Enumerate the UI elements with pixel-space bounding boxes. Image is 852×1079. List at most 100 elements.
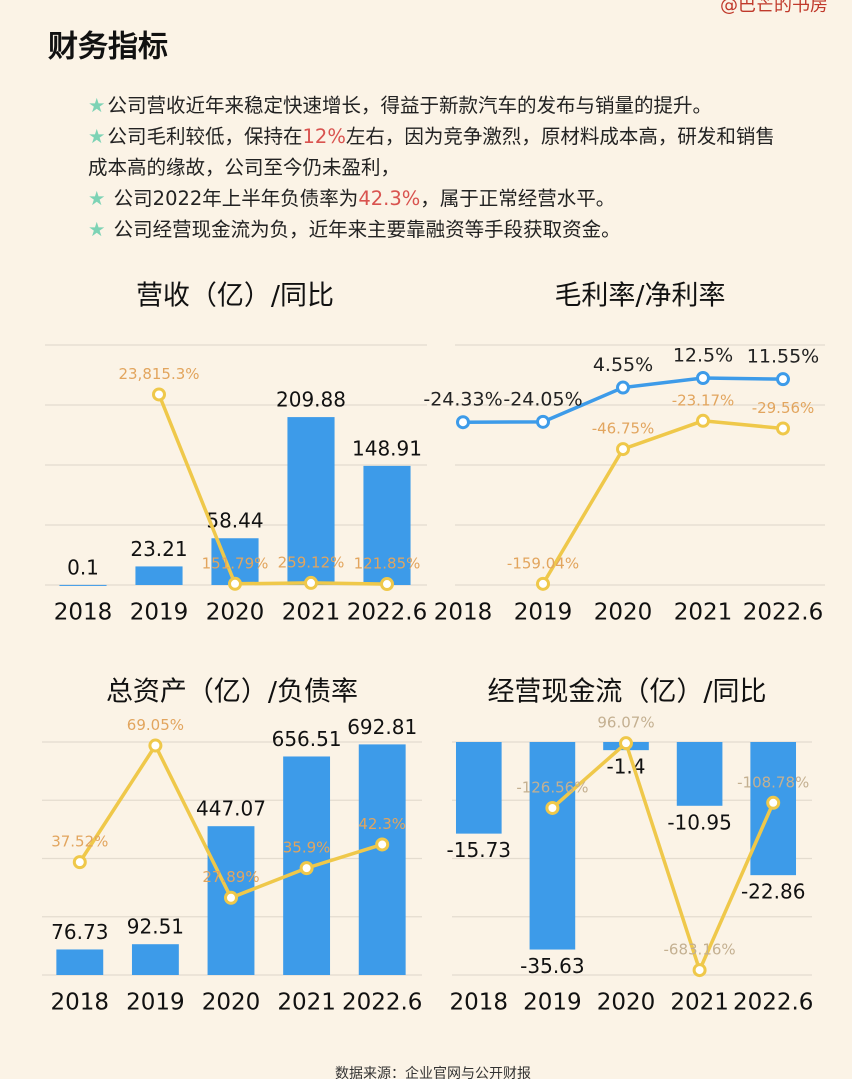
chart-title: 经营现金流（亿）/同比	[487, 677, 766, 708]
bar-label: 92.51	[127, 915, 184, 939]
line-point	[375, 837, 390, 852]
line-point	[619, 736, 633, 751]
point-label: 11.55%	[747, 346, 819, 368]
x-tick-label: 2019	[523, 990, 582, 1016]
line-point	[545, 800, 560, 815]
bar	[287, 417, 335, 585]
bullet-text: 12%	[302, 125, 346, 148]
point-label: 259.12%	[278, 553, 345, 571]
x-tick-label: 2018	[51, 990, 110, 1016]
point-label: 121.85%	[354, 555, 421, 573]
line-point	[696, 371, 710, 385]
bar	[676, 742, 723, 806]
bar-label: 692.81	[347, 715, 417, 739]
line	[551, 740, 775, 976]
page-title: 财务指标	[48, 30, 168, 65]
line-point	[536, 576, 550, 591]
x-tick-label: 2021	[670, 990, 729, 1016]
bar-label: 0.1	[67, 555, 99, 579]
line-point	[616, 380, 630, 395]
x-tick-label: 2020	[202, 990, 261, 1016]
bar	[358, 744, 406, 975]
x-tick-label: 2022.6	[733, 990, 813, 1016]
x-tick-label: 2021	[674, 600, 733, 626]
point-label: -23.17%	[672, 391, 735, 409]
x-tick-label: 2020	[206, 600, 265, 626]
bar-label: 656.51	[272, 727, 342, 751]
x-tick-label: 2018	[450, 990, 509, 1016]
line-point	[692, 963, 707, 978]
bullet-list: ★ 公司营收近年来稳定快速增长，得益于新款汽车的发布与销量的提升。 ★ 公司毛利较低，…	[88, 90, 788, 245]
point-label: -24.33%	[423, 389, 502, 411]
point-label: 4.55%	[593, 354, 653, 376]
x-tick-label: 2019	[130, 600, 189, 626]
point-label: -46.75%	[592, 420, 655, 438]
line-point	[696, 413, 710, 428]
bullet-text: ，属于正常经营水平。	[420, 187, 616, 210]
line-point	[616, 442, 630, 457]
bar	[529, 742, 576, 950]
bar-label: 76.73	[51, 920, 108, 944]
bar	[59, 584, 107, 586]
bullet-text: 公司经营现金流为负，近年来主要靠融资等手段获取资金。	[107, 218, 621, 241]
bar-label: 148.91	[352, 436, 422, 460]
point-label: 69.05%	[127, 716, 184, 734]
chart-title: 总资产（亿）/负债率	[106, 677, 358, 708]
point-label: -159.04%	[507, 554, 579, 572]
point-label: 42.3%	[358, 815, 406, 833]
line-point	[776, 421, 790, 436]
star-icon: ★	[88, 125, 106, 148]
point-label: -108.78%	[737, 773, 809, 791]
star-icon: ★	[88, 187, 106, 210]
bullet: ★ 公司毛利较低，保持在12%左右，因为竞争激烈，原材料成本高，研发和销售成本高的…	[88, 121, 788, 183]
bar	[131, 944, 179, 975]
line	[541, 419, 784, 585]
star-icon: ★	[88, 94, 106, 117]
bullet-text: 公司毛利较低，保持在	[107, 125, 303, 148]
bar	[455, 742, 502, 834]
chart-title: 营收（亿）/同比	[136, 281, 334, 312]
line-point	[536, 414, 550, 429]
bar-label: 209.88	[276, 388, 346, 412]
x-tick-label: 2018	[54, 600, 113, 626]
bullet: ★ 公司2022年上半年负债率为42.3%，属于正常经营水平。	[88, 183, 788, 214]
bar-label: 447.07	[196, 797, 266, 821]
source: 数据来源：企业官网与公开财报	[335, 1065, 531, 1079]
line-point	[456, 415, 470, 430]
line-point	[148, 738, 163, 753]
point-label: 12.5%	[673, 345, 733, 367]
bullet: ★ 公司营收近年来稳定快速增长，得益于新款汽车的发布与销量的提升。	[88, 90, 788, 121]
x-tick-label: 2021	[277, 990, 336, 1016]
x-tick-label: 2021	[282, 600, 341, 626]
bullet: ★ 公司经营现金流为负，近年来主要靠融资等手段获取资金。	[88, 214, 788, 245]
point-label: 35.9%	[283, 839, 331, 857]
point-label: 27.89%	[202, 868, 259, 886]
bar	[135, 566, 183, 585]
point-label: -24.05%	[503, 388, 582, 410]
bar	[363, 465, 411, 585]
point-label: 37.52%	[51, 833, 108, 851]
point-label: 151.79%	[202, 554, 269, 572]
line-point	[776, 372, 790, 387]
bar-label: -15.73	[447, 838, 511, 862]
point-label: 23,815.3%	[118, 365, 199, 383]
bar	[56, 949, 104, 975]
point-label: -126.56%	[516, 778, 588, 796]
bar-label: -35.63	[520, 954, 584, 978]
x-tick-label: 2019	[514, 600, 573, 626]
watermark: @巴芒的书房	[720, 0, 828, 16]
line-point	[228, 576, 242, 591]
x-tick-label: 2018	[434, 600, 493, 626]
star-icon: ★	[88, 218, 106, 241]
line-point	[299, 861, 314, 876]
bullet-text: 公司营收近年来稳定快速增长，得益于新款汽车的发布与销量的提升。	[107, 94, 712, 117]
x-tick-label: 2022.6	[342, 990, 422, 1016]
line	[157, 393, 388, 586]
bar-label: 58.44	[206, 509, 263, 533]
bullet-text: 42.3%	[358, 187, 421, 210]
bar-label: -1.4	[606, 755, 645, 779]
bullet-text: 公司2022年上半年负债率为	[107, 187, 359, 210]
bar-label: 23.21	[130, 537, 187, 561]
